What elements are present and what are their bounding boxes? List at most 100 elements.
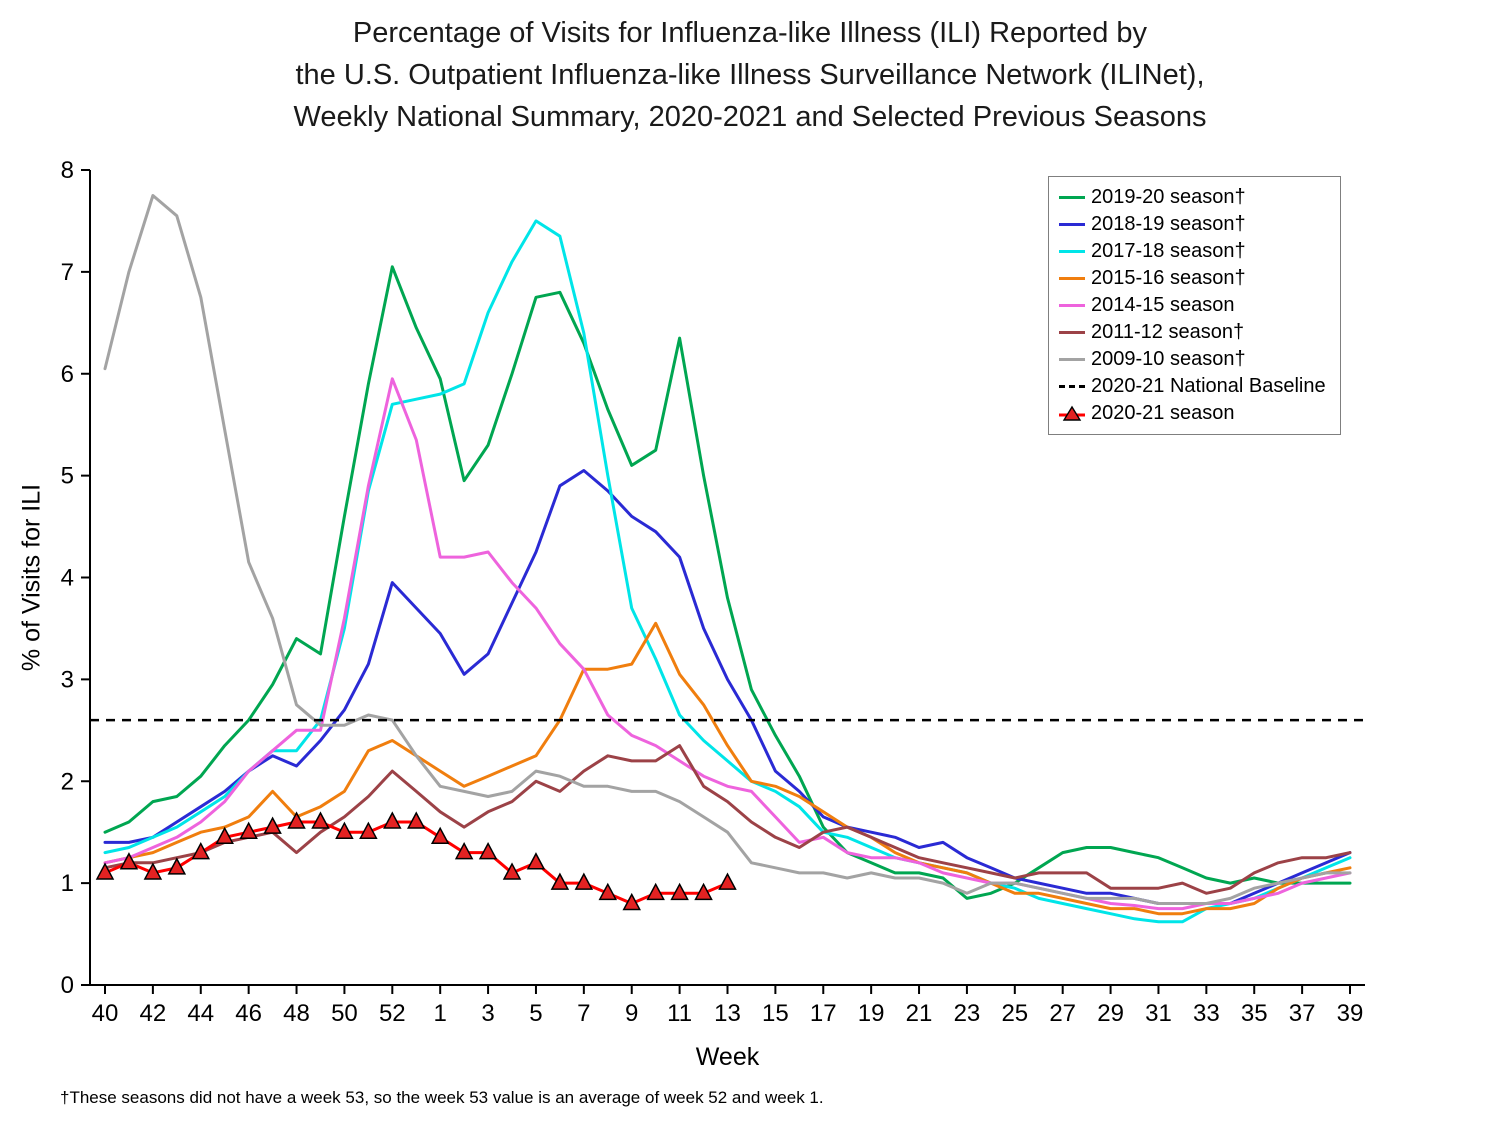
- footnote: †These seasons did not have a week 53, s…: [60, 1088, 824, 1107]
- legend-item-label: 2011-12 season†: [1091, 321, 1245, 343]
- legend-item-7: 2020-21 National Baseline: [1059, 373, 1326, 400]
- series-line-5: [103, 744, 1352, 895]
- y-tick-label: 5: [61, 463, 74, 490]
- legend-swatch-triangle-marker-icon: [1059, 405, 1085, 423]
- current-season-triangle-marker: [287, 811, 306, 829]
- current-season-triangle-marker: [359, 821, 378, 839]
- current-season-triangle-marker: [694, 882, 713, 901]
- x-tick-label: 50: [331, 1000, 358, 1027]
- x-tick-label: 1: [434, 1000, 447, 1027]
- current-season-triangle-marker: [383, 811, 402, 829]
- legend-swatch-line-icon: [1059, 250, 1085, 253]
- x-tick-label: 7: [577, 1000, 590, 1027]
- current-season-triangle-marker: [239, 821, 258, 839]
- legend-swatch-line-icon: [1059, 331, 1085, 334]
- current-season-triangle-marker: [646, 882, 665, 901]
- series-line-6: [103, 194, 1352, 905]
- current-season-triangle-marker: [454, 841, 474, 860]
- x-axis-label: Week: [695, 1043, 760, 1071]
- x-tick-label: 23: [954, 1000, 981, 1027]
- current-season-triangle-marker: [143, 862, 163, 880]
- x-tick-label: 13: [714, 1000, 741, 1027]
- legend-swatch-line-icon: [1059, 277, 1085, 280]
- x-tick-label: 39: [1337, 1000, 1364, 1027]
- current-season-triangle-marker: [574, 872, 594, 890]
- x-tick-label: 35: [1241, 1000, 1268, 1027]
- x-tick-label: 17: [810, 1000, 837, 1027]
- current-season-triangle-marker: [622, 892, 641, 911]
- y-tick-label: 8: [61, 157, 74, 184]
- x-tick-label: 19: [858, 1000, 885, 1027]
- current-season-triangle-marker: [670, 882, 689, 901]
- x-tick-label: 3: [481, 1000, 494, 1027]
- legend-item-1: 2018-19 season†: [1059, 211, 1326, 238]
- current-season-triangle-marker: [311, 811, 330, 829]
- x-tick-label: 29: [1097, 1000, 1124, 1027]
- y-tick-label: 0: [61, 972, 74, 999]
- y-tick-label: 1: [61, 870, 74, 897]
- legend-item-3: 2015-16 season†: [1059, 265, 1326, 292]
- current-season-triangle-marker: [167, 857, 187, 875]
- legend-item-label: 2015-16 season†: [1091, 267, 1246, 289]
- current-season-triangle-marker: [718, 872, 737, 890]
- current-season-triangle-marker: [191, 841, 211, 860]
- current-season-triangle-marker: [550, 872, 570, 890]
- current-season-triangle-marker: [407, 811, 426, 829]
- legend-item-5: 2011-12 season†: [1059, 319, 1326, 346]
- x-tick-label: 46: [235, 1000, 262, 1027]
- x-tick-label: 44: [187, 1000, 214, 1027]
- legend-item-label: 2019-20 season†: [1091, 186, 1246, 208]
- x-tick-label: 42: [140, 1000, 167, 1027]
- x-tick-label: 21: [906, 1000, 933, 1027]
- x-tick-label: 25: [1001, 1000, 1028, 1027]
- x-tick-label: 15: [762, 1000, 789, 1027]
- chart-title-line-2: the U.S. Outpatient Influenza-like Illne…: [295, 59, 1205, 92]
- x-tick-label: 33: [1193, 1000, 1220, 1027]
- y-tick-label: 6: [61, 361, 74, 388]
- x-tick-label: 9: [625, 1000, 638, 1027]
- legend-item-label: 2020-21 National Baseline: [1091, 375, 1326, 397]
- legend-item-0: 2019-20 season†: [1059, 184, 1326, 211]
- legend-swatch-dashed-line-icon: [1059, 385, 1085, 388]
- chart-title: Percentage of Visits for Influenza-like …: [0, 12, 1500, 138]
- current-season-triangle-marker: [215, 826, 234, 845]
- series-line-3: [103, 621, 1352, 916]
- legend-item-label: 2018-19 season†: [1091, 213, 1246, 235]
- legend-swatch-line-icon: [1059, 223, 1085, 226]
- y-axis-label: % of Visits for ILI: [17, 483, 46, 672]
- chart-title-line-1: Percentage of Visits for Influenza-like …: [352, 17, 1148, 49]
- current-season-triangle-marker: [526, 852, 546, 870]
- x-tick-label: 27: [1049, 1000, 1076, 1027]
- legend-item-8: 2020-21 season: [1059, 400, 1326, 427]
- current-season-triangle-marker: [335, 821, 354, 839]
- legend-item-6: 2009-10 season†: [1059, 346, 1326, 373]
- x-tick-label: 52: [379, 1000, 406, 1027]
- x-tick-label: 5: [529, 1000, 542, 1027]
- series-line-4: [103, 377, 1352, 911]
- legend-item-label: 2020-21 season: [1091, 402, 1235, 424]
- current-season-triangle-marker: [263, 816, 282, 834]
- legend-item-label: 2009-10 season†: [1091, 348, 1246, 370]
- current-season-triangle-marker: [478, 841, 498, 860]
- y-tick-label: 2: [61, 768, 74, 795]
- x-tick-label: 11: [667, 1000, 692, 1027]
- current-season-triangle-marker: [95, 862, 115, 880]
- current-season-triangle-marker: [598, 882, 618, 901]
- x-tick-label: 31: [1145, 1000, 1172, 1027]
- y-tick-label: 7: [61, 259, 74, 286]
- current-season-triangle-marker: [119, 852, 139, 870]
- legend-swatch-line-icon: [1059, 304, 1085, 307]
- y-tick-label: 3: [61, 666, 74, 693]
- legend-item-label: 2014-15 season: [1091, 294, 1235, 316]
- chart-title-line-3: Weekly National Summary, 2020-2021 and S…: [293, 101, 1207, 134]
- series-line-0: [103, 265, 1352, 900]
- current-season-triangle-marker: [430, 826, 450, 845]
- legend-swatch-line-icon: [1059, 358, 1085, 361]
- legend-swatch-line-icon: [1059, 196, 1085, 199]
- legend-item-2: 2017-18 season†: [1059, 238, 1326, 265]
- chart-legend: 2019-20 season† 2018-19 season† 2017-18 se…: [1048, 176, 1341, 435]
- legend-item-4: 2014-15 season: [1059, 292, 1326, 319]
- x-tick-label: 48: [283, 1000, 310, 1027]
